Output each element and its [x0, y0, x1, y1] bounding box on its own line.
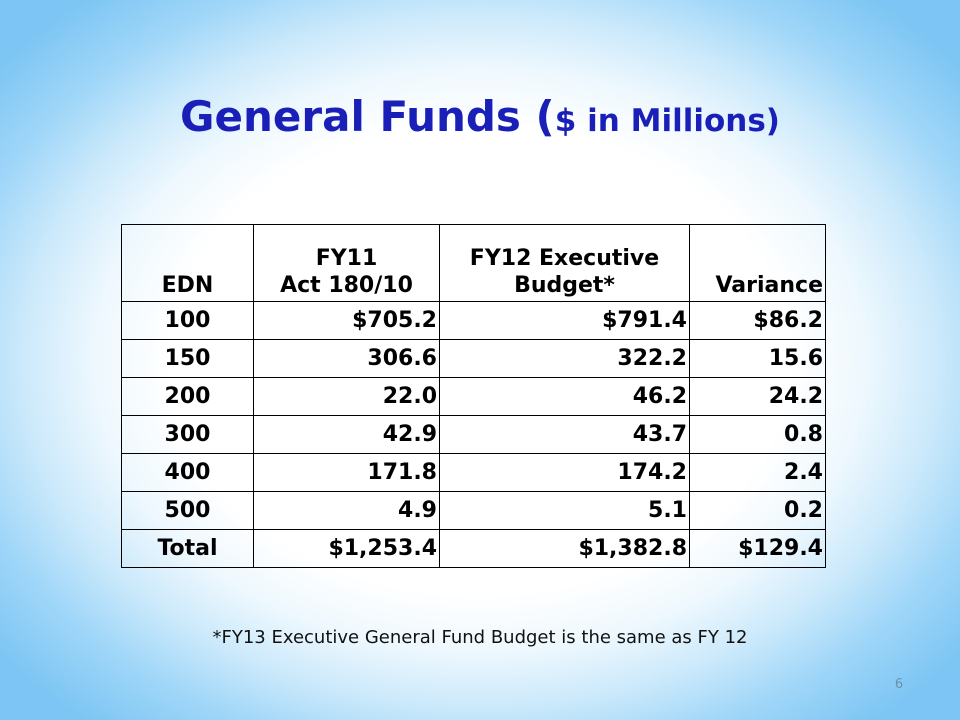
- header-fy12-line-1: FY12 Executive: [469, 246, 660, 271]
- cell-variance: 24.2: [689, 377, 826, 416]
- cell-fy12: $1,382.8: [439, 529, 690, 568]
- cell-fy11: 22.0: [253, 377, 440, 416]
- cell-variance: 15.6: [689, 339, 826, 378]
- table-row: 500 4.9 5.1 0.2: [121, 491, 826, 530]
- cell-edn: 200: [121, 377, 254, 416]
- header-fy12: FY12 Executive Budget*: [439, 224, 690, 302]
- table-row: 300 42.9 43.7 0.8: [121, 415, 826, 454]
- cell-variance: $86.2: [689, 301, 826, 340]
- header-fy11-line-1: FY11: [315, 246, 378, 271]
- table-row: 400 171.8 174.2 2.4: [121, 453, 826, 492]
- header-edn-line-1: EDN: [161, 273, 214, 298]
- cell-fy12: 43.7: [439, 415, 690, 454]
- cell-fy12: 46.2: [439, 377, 690, 416]
- cell-fy11: 4.9: [253, 491, 440, 530]
- cell-edn: Total: [121, 529, 254, 568]
- cell-variance: 0.8: [689, 415, 826, 454]
- cell-variance: 2.4: [689, 453, 826, 492]
- table-row: 200 22.0 46.2 24.2: [121, 377, 826, 416]
- cell-edn: 300: [121, 415, 254, 454]
- cell-fy12: 322.2: [439, 339, 690, 378]
- header-edn: EDN: [121, 224, 254, 302]
- cell-fy12: 5.1: [439, 491, 690, 530]
- cell-fy12: 174.2: [439, 453, 690, 492]
- table-row: 150 306.6 322.2 15.6: [121, 339, 826, 378]
- cell-edn: 400: [121, 453, 254, 492]
- cell-edn: 150: [121, 339, 254, 378]
- cell-fy11: 171.8: [253, 453, 440, 492]
- page-number: 6: [894, 677, 904, 692]
- header-fy11-line-2: Act 180/10: [280, 273, 413, 298]
- cell-variance: 0.2: [689, 491, 826, 530]
- slide-title: General Funds ($ in Millions): [0, 92, 960, 141]
- cell-fy11: 306.6: [253, 339, 440, 378]
- cell-fy11: 42.9: [253, 415, 440, 454]
- general-funds-table: EDN FY11 Act 180/10 FY12 Executive Budge…: [121, 224, 826, 568]
- footnote: *FY13 Executive General Fund Budget is t…: [212, 627, 748, 648]
- cell-edn: 100: [121, 301, 254, 340]
- header-variance: Variance: [689, 224, 826, 302]
- table-total-row: Total $1,253.4 $1,382.8 $129.4: [121, 529, 826, 568]
- slide-title-units: $ in Millions): [554, 103, 780, 139]
- table-header-row: EDN FY11 Act 180/10 FY12 Executive Budge…: [121, 224, 826, 302]
- cell-fy11: $705.2: [253, 301, 440, 340]
- header-variance-line-1: Variance: [715, 273, 823, 298]
- slide-title-main: General Funds (: [180, 92, 555, 141]
- table-row: 100 $705.2 $791.4 $86.2: [121, 301, 826, 340]
- cell-edn: 500: [121, 491, 254, 530]
- cell-variance: $129.4: [689, 529, 826, 568]
- cell-fy12: $791.4: [439, 301, 690, 340]
- cell-fy11: $1,253.4: [253, 529, 440, 568]
- header-fy12-line-2: Budget*: [514, 273, 615, 298]
- header-fy11: FY11 Act 180/10: [253, 224, 440, 302]
